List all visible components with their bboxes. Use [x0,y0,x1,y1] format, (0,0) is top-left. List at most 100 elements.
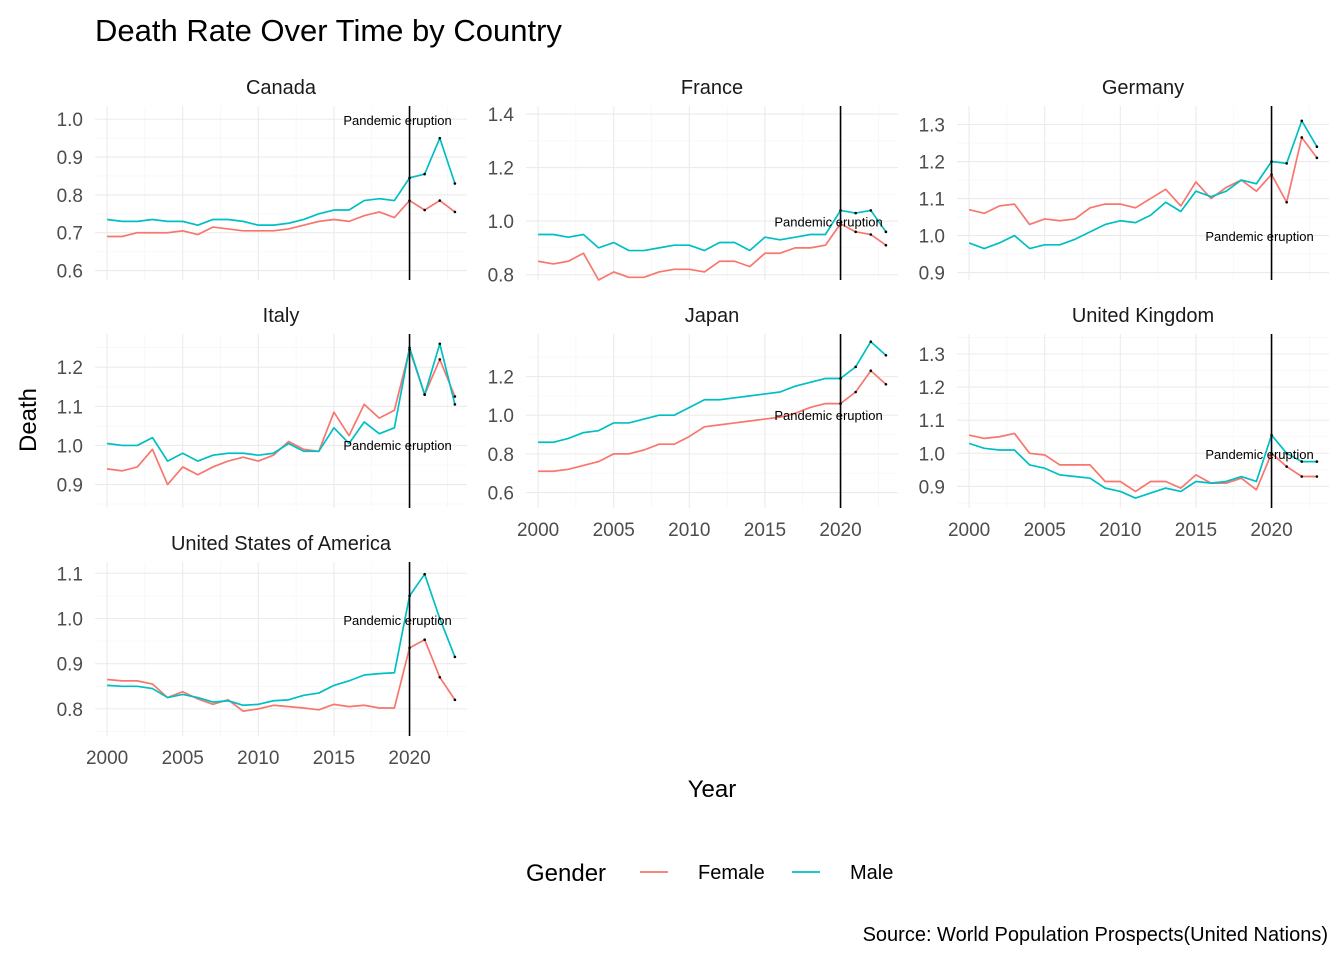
data-point-male [884,353,888,357]
legend-entries: Female Male [640,862,893,884]
data-point-female [453,698,457,702]
pandemic-annotation: Pandemic eruption [774,214,882,229]
data-point-male [453,403,457,406]
y-tick-label: 1.0 [57,436,83,457]
data-point-female [1285,200,1288,204]
data-point-male [453,182,457,185]
y-tick-label: 0.6 [488,484,514,505]
y-tick-label: 0.6 [57,262,83,283]
y-tick-label: 1.0 [57,110,83,131]
data-point-male [453,655,457,659]
x-tick-label: 2005 [1024,520,1066,541]
y-tick-label: 0.9 [57,476,83,497]
legend-entry-male: Male [792,862,893,884]
series-line-male [106,342,456,462]
y-tick-label: 1.0 [57,609,83,630]
x-tick-label: 2000 [948,520,990,541]
data-point-male [884,230,888,234]
data-point-female [884,243,888,247]
facet-canada: Canada 0.6 0.7 0.8 0.9 1.0 Pandemic eruption [57,77,467,283]
y-tick-label: 1.2 [488,159,514,180]
facet-germany: Germany 0.9 1.0 1.1 1.2 1.3 Pandemic eruption [919,77,1329,285]
data-point-female [453,395,457,398]
y-tick-label: 0.9 [57,148,83,169]
x-tick-label: 2000 [517,520,559,541]
y-tick-label: 1.4 [488,105,515,126]
y-tick-label: 1.2 [919,378,945,399]
x-tick-label: 2015 [1175,520,1217,541]
pandemic-annotation: Pandemic eruption [343,438,451,453]
facet-title: United Kingdom [1072,305,1214,327]
y-tick-label: 1.2 [57,358,83,379]
y-tick-label: 0.9 [919,264,945,285]
data-point-female [438,199,442,202]
y-tick-label: 0.8 [57,186,83,207]
y-tick-label: 1.1 [57,397,83,418]
data-point-male [1300,460,1304,463]
x-tick-label: 2000 [86,748,128,769]
y-tick-label: 0.8 [57,700,83,721]
series-line-female [968,136,1318,226]
legend-entry-female: Female [640,862,765,884]
y-tick-label: 1.2 [488,368,514,389]
y-tick-label: 1.1 [919,190,945,211]
legend-label: Female [698,862,765,884]
pandemic-annotation: Pandemic eruption [343,113,451,128]
facet-united-states-of-america: United States of America 0.8 0.9 1.0 1.1 2000… [57,533,467,769]
x-tick-label: 2020 [819,520,861,541]
pandemic-annotation: Pandemic eruption [1205,447,1313,462]
x-axis-title: Year [688,776,737,803]
data-point-male [1285,162,1288,165]
data-point-male [869,340,873,344]
data-point-female [1315,475,1319,478]
data-point-male [438,617,442,620]
chart-title: Death Rate Over Time by Country [95,13,562,48]
x-tick-label: 2010 [1099,520,1141,541]
y-tick-label: 1.1 [919,411,945,432]
y-tick-label: 1.0 [488,406,514,427]
x-tick-label: 2005 [593,520,635,541]
legend: Gender Female Male [526,860,893,887]
series-line-male [968,119,1318,250]
data-point-male [438,342,442,346]
x-tick-label: 2020 [1250,520,1292,541]
facet-title: United States of America [171,533,392,555]
data-point-male [423,393,426,396]
data-point-male [1285,452,1288,455]
facet-title: Canada [246,77,317,99]
facet-japan: Japan 0.6 0.8 1.0 1.2 2000 2005 2010 2015 2020 Pan… [488,305,898,541]
pandemic-annotation: Pandemic eruption [1205,229,1313,244]
data-point-female [438,358,442,361]
data-point-male [423,572,426,576]
facet-title: Japan [685,305,740,327]
pandemic-annotation: Pandemic eruption [343,613,451,628]
facet-panels: Canada 0.6 0.7 0.8 0.9 1.0 Pandemic eruption Fr… [57,77,1329,769]
y-tick-label: 0.8 [488,445,514,466]
facet-italy: Italy 0.9 1.0 1.1 1.2 Pandemic eruption [57,305,467,508]
data-point-female [423,208,426,212]
y-axis-title: Death [15,388,42,452]
x-tick-label: 2015 [744,520,786,541]
series-line-male [538,209,887,252]
x-tick-label: 2010 [237,748,279,769]
data-point-female [869,233,873,236]
facet-title: France [681,77,743,99]
series-line-female [968,432,1317,493]
y-tick-label: 1.2 [919,153,945,174]
series-line-female [537,222,887,281]
data-point-male [438,136,442,140]
series-line-male [106,137,456,226]
data-point-female [854,390,857,394]
data-point-male [423,172,426,176]
x-tick-label: 2020 [388,748,430,769]
data-point-male [1315,460,1319,463]
pandemic-annotation: Pandemic eruption [774,408,882,423]
data-point-female [438,675,442,679]
y-tick-label: 1.3 [919,116,945,137]
x-tick-label: 2010 [668,520,710,541]
data-point-female [1315,156,1319,160]
data-point-female [884,382,888,386]
y-tick-label: 0.7 [57,224,83,245]
data-point-female [854,230,857,234]
